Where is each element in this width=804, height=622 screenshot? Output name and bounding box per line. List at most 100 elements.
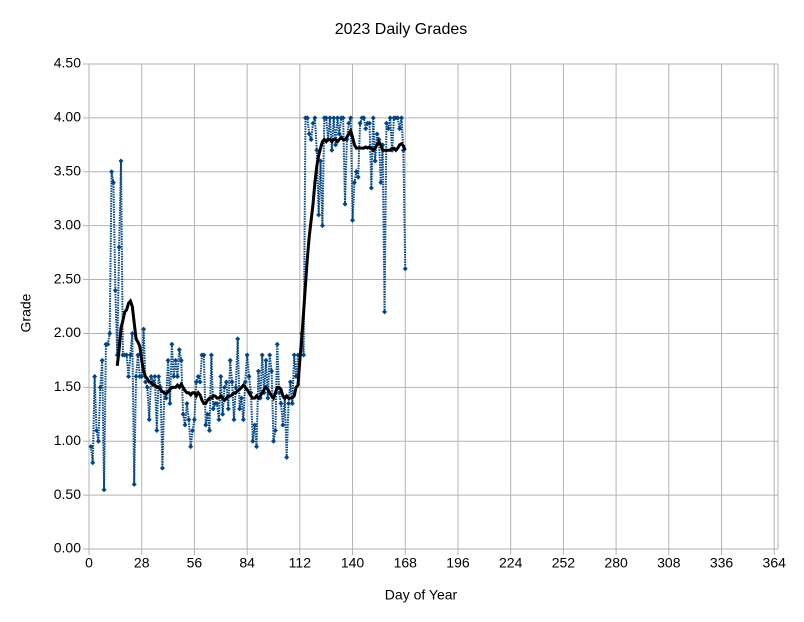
data-point bbox=[357, 120, 363, 126]
data-point bbox=[201, 352, 207, 358]
y-tick-label: 4.50 bbox=[54, 55, 81, 71]
x-tick-label: 196 bbox=[446, 555, 470, 571]
x-tick-label: 56 bbox=[187, 555, 203, 571]
data-point bbox=[131, 481, 137, 487]
data-point bbox=[191, 417, 197, 423]
data-point bbox=[350, 217, 356, 223]
data-point bbox=[88, 444, 94, 450]
y-tick-label: 3.00 bbox=[54, 216, 81, 232]
data-point bbox=[94, 427, 100, 433]
data-point bbox=[205, 411, 211, 417]
data-point bbox=[383, 120, 389, 126]
data-point bbox=[139, 374, 145, 380]
data-point bbox=[340, 115, 346, 121]
data-point bbox=[351, 180, 357, 186]
data-point bbox=[233, 384, 239, 390]
x-tick-label: 28 bbox=[134, 555, 150, 571]
data-point bbox=[255, 368, 261, 374]
x-tick-label: 0 bbox=[85, 555, 93, 571]
series-line bbox=[115, 127, 407, 405]
data-point bbox=[342, 201, 348, 207]
data-point bbox=[385, 126, 391, 132]
x-tick-label: 168 bbox=[394, 555, 418, 571]
data-point bbox=[237, 406, 243, 412]
data-point bbox=[206, 427, 212, 433]
data-point bbox=[361, 115, 367, 121]
data-point bbox=[395, 115, 401, 121]
data-point bbox=[274, 341, 280, 347]
data-point bbox=[240, 417, 246, 423]
data-point bbox=[353, 169, 359, 175]
x-tick-label: 140 bbox=[341, 555, 365, 571]
data-point bbox=[197, 379, 203, 385]
y-tick-label: 3.50 bbox=[54, 162, 81, 178]
data-point bbox=[227, 357, 233, 363]
data-point bbox=[148, 374, 154, 380]
data-point bbox=[291, 352, 297, 358]
data-point bbox=[250, 438, 256, 444]
data-point bbox=[366, 120, 372, 126]
data-point bbox=[238, 395, 244, 401]
data-point bbox=[225, 406, 231, 412]
data-point bbox=[331, 115, 337, 121]
data-point bbox=[105, 341, 111, 347]
data-point bbox=[363, 126, 369, 132]
chart-title: 2023 Daily Grades bbox=[335, 21, 468, 38]
data-point bbox=[188, 444, 194, 450]
data-point bbox=[314, 147, 320, 153]
data-point bbox=[186, 417, 192, 423]
data-point bbox=[316, 212, 322, 218]
data-point bbox=[378, 180, 384, 186]
data-point bbox=[107, 330, 113, 336]
data-point bbox=[90, 460, 96, 466]
x-tick-label: 224 bbox=[499, 555, 523, 571]
data-point bbox=[129, 330, 135, 336]
data-point bbox=[116, 244, 122, 250]
x-tick-label: 336 bbox=[710, 555, 734, 571]
data-point bbox=[112, 287, 118, 293]
data-point bbox=[270, 438, 276, 444]
data-point bbox=[323, 115, 329, 121]
data-point bbox=[289, 401, 295, 406]
data-point bbox=[263, 357, 269, 363]
x-tick-label: 280 bbox=[604, 555, 628, 571]
data-point bbox=[259, 352, 265, 358]
x-tick-label: 84 bbox=[239, 555, 255, 571]
data-point bbox=[95, 438, 101, 444]
data-point bbox=[118, 158, 124, 164]
data-point bbox=[184, 401, 190, 406]
data-point bbox=[167, 401, 173, 406]
data-point bbox=[334, 115, 340, 121]
data-point bbox=[231, 417, 237, 423]
data-point bbox=[287, 379, 293, 385]
x-tick-label: 364 bbox=[763, 555, 787, 571]
data-point bbox=[109, 169, 115, 175]
data-point bbox=[92, 374, 98, 380]
data-point bbox=[306, 131, 312, 137]
y-tick-label: 2.50 bbox=[54, 270, 81, 286]
data-point bbox=[208, 352, 214, 358]
data-point bbox=[222, 384, 228, 390]
data-point bbox=[269, 368, 275, 374]
data-point bbox=[156, 374, 162, 380]
data-point bbox=[229, 379, 235, 385]
data-point bbox=[99, 357, 105, 363]
data-point bbox=[174, 374, 180, 380]
data-point bbox=[159, 465, 165, 471]
data-point bbox=[218, 374, 224, 380]
data-point bbox=[246, 374, 252, 380]
data-point bbox=[214, 401, 220, 406]
data-point bbox=[173, 357, 179, 363]
x-axis-label: Day of Year bbox=[385, 587, 458, 603]
data-point bbox=[223, 379, 229, 385]
data-point bbox=[254, 444, 260, 450]
data-point bbox=[154, 427, 160, 433]
data-point bbox=[176, 347, 182, 353]
data-point bbox=[97, 384, 103, 390]
data-point bbox=[398, 115, 404, 121]
data-point bbox=[144, 384, 150, 390]
data-point bbox=[308, 136, 314, 142]
data-point bbox=[216, 417, 222, 423]
data-point bbox=[301, 352, 307, 358]
